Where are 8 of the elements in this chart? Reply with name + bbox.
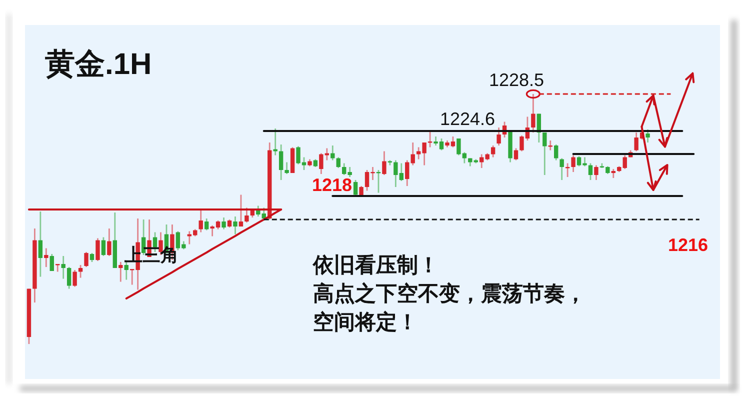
annotation: 高点之下空不变，震荡节奏， — [313, 282, 586, 306]
annotation: 1216 — [668, 235, 708, 255]
annotation: 1218 — [312, 175, 352, 195]
annotation: 1228.5 — [488, 70, 544, 90]
annotation: 依旧看压制！ — [313, 254, 439, 277]
annotation: 1224.6 — [440, 109, 496, 129]
title: 黄金.1H — [45, 48, 152, 81]
annotation: 空间将定！ — [313, 311, 418, 334]
